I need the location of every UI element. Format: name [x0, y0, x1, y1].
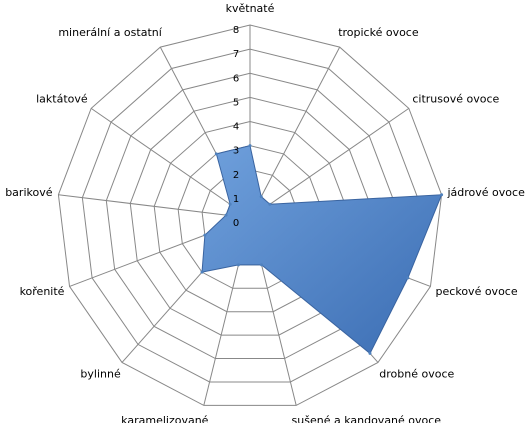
- category-label: tropické ovoce: [338, 26, 419, 39]
- tick-label: 8: [233, 25, 239, 36]
- axis-line: [249, 107, 410, 219]
- tick-label: 1: [233, 194, 239, 205]
- vertex: [259, 195, 263, 199]
- category-label: minerální a ostatní: [58, 26, 162, 39]
- vertex: [406, 276, 410, 280]
- category-label: citrusové ovoce: [412, 92, 499, 105]
- vertex: [203, 233, 207, 237]
- axis-line: [249, 46, 341, 219]
- tick-label: 6: [233, 73, 239, 84]
- tick-label: 0: [233, 218, 239, 229]
- category-label: květnaté: [226, 2, 275, 15]
- grid-line: [129, 96, 371, 336]
- vertex: [236, 263, 240, 267]
- grid-line: [57, 24, 443, 406]
- axis-line: [90, 107, 251, 219]
- vertex: [368, 351, 372, 355]
- category-label: laktátové: [36, 92, 88, 105]
- vertex: [268, 202, 272, 206]
- category-label: sušené a kandované ovoce: [292, 414, 442, 423]
- category-label: kořenité: [20, 285, 65, 298]
- grid-line: [177, 145, 323, 289]
- vertex: [440, 193, 444, 197]
- category-label: jádrové ovoce: [446, 186, 525, 199]
- vertex: [248, 144, 252, 148]
- tick-label: 3: [233, 146, 239, 157]
- tick-label: 5: [233, 97, 239, 108]
- tick-label: 4: [233, 122, 239, 133]
- category-label: bylinné: [80, 367, 121, 380]
- vertex: [260, 263, 264, 267]
- vertex: [228, 202, 232, 206]
- tick-label: 7: [233, 49, 239, 60]
- category-label: karamelizované: [121, 414, 209, 423]
- grid-line: [81, 48, 419, 383]
- category-label: peckové ovoce: [436, 285, 518, 298]
- vertex: [214, 152, 218, 156]
- grid-line: [105, 72, 395, 360]
- grid-line: [153, 120, 347, 313]
- category-label: barikové: [5, 186, 53, 199]
- category-label: drobné ovoce: [379, 367, 454, 380]
- vertex: [200, 270, 204, 274]
- vertex: [224, 213, 228, 217]
- axis-line: [58, 194, 251, 219]
- tick-label: 2: [233, 170, 239, 181]
